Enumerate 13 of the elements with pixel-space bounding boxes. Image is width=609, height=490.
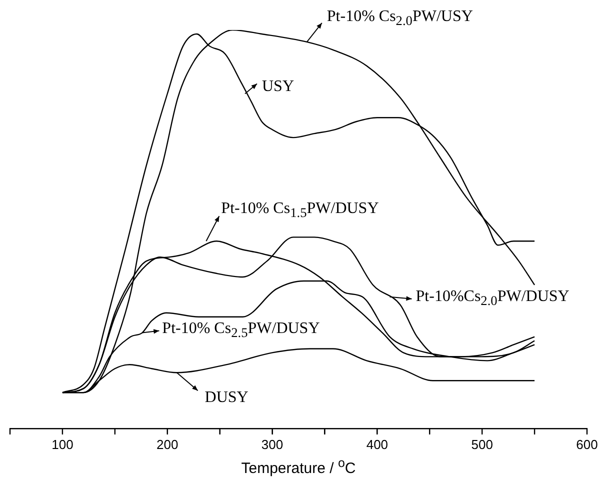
- annotation: DUSY: [204, 388, 248, 407]
- x-tick-label: 500: [471, 436, 493, 452]
- x-tick-label: 600: [576, 436, 598, 452]
- x-tick-label: 100: [52, 436, 74, 452]
- x-tick-label: 300: [261, 436, 284, 452]
- annotation: Pt-10%Cs$_{2.0}$PW/DUSY: [416, 288, 570, 310]
- annotation: USY: [262, 78, 294, 96]
- x-tick-label: 400: [366, 436, 388, 452]
- x-axis-title: Temperature / $^{o}$C: [241, 455, 356, 478]
- annotation: Pt-10% Cs$_{2.0}$PW/USY: [326, 8, 473, 30]
- annotation: Pt-10% Cs$_{1.5}$PW/DUSY: [221, 200, 379, 222]
- annotation: Pt-10% Cs$_{2.5}$PW/DUSY: [162, 320, 320, 342]
- x-tick-label: 200: [156, 436, 178, 452]
